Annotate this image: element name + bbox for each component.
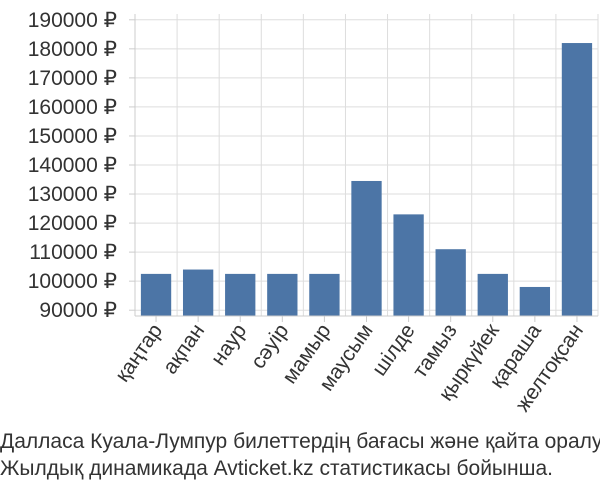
x-tick-label: қаңтар: [111, 320, 167, 387]
x-tick-label: наур: [207, 320, 252, 370]
bar: [477, 273, 508, 316]
bar: [519, 286, 551, 316]
bar: [351, 180, 382, 316]
y-tick-label: 110000 ₽: [29, 241, 117, 264]
caption-line-2: Жылдық динамикада Avticket.kz статистика…: [0, 457, 553, 480]
price-bar-chart: 90000 ₽ 100000 ₽ 110000 ₽ 120000 ₽ 130000 ₽ 1…: [28, 9, 599, 416]
y-tick-label: 180000 ₽: [28, 38, 117, 61]
y-tick-label: 160000 ₽: [28, 96, 117, 119]
bar: [182, 269, 214, 316]
caption-line-1: Далласа Куала-Лумпур билеттердің бағасы …: [0, 430, 600, 453]
y-tick-label: 150000 ₽: [28, 125, 117, 148]
y-tick-label: 170000 ₽: [28, 67, 117, 90]
bars: [140, 43, 593, 316]
bar: [393, 214, 424, 316]
y-tick-label: 130000 ₽: [28, 183, 117, 206]
y-tick-label: 100000 ₽: [28, 270, 117, 293]
bar: [435, 249, 466, 316]
bar: [140, 273, 172, 316]
bar: [309, 273, 340, 316]
bar: [267, 273, 298, 316]
bar: [225, 273, 256, 316]
y-tick-label: 140000 ₽: [28, 154, 117, 177]
x-axis-ticks: қаңтарақпаннаурсәуірмамырмаусымшілдетамы…: [111, 316, 588, 416]
y-tick-label: 190000 ₽: [28, 9, 117, 32]
y-axis-ticks: 90000 ₽ 100000 ₽ 110000 ₽ 120000 ₽ 130000 ₽ 1…: [28, 9, 135, 322]
y-tick-label: 90000 ₽: [39, 299, 117, 322]
x-tick-label: ақпан: [159, 320, 210, 379]
y-tick-label: 120000 ₽: [28, 212, 117, 235]
bar: [561, 43, 593, 316]
